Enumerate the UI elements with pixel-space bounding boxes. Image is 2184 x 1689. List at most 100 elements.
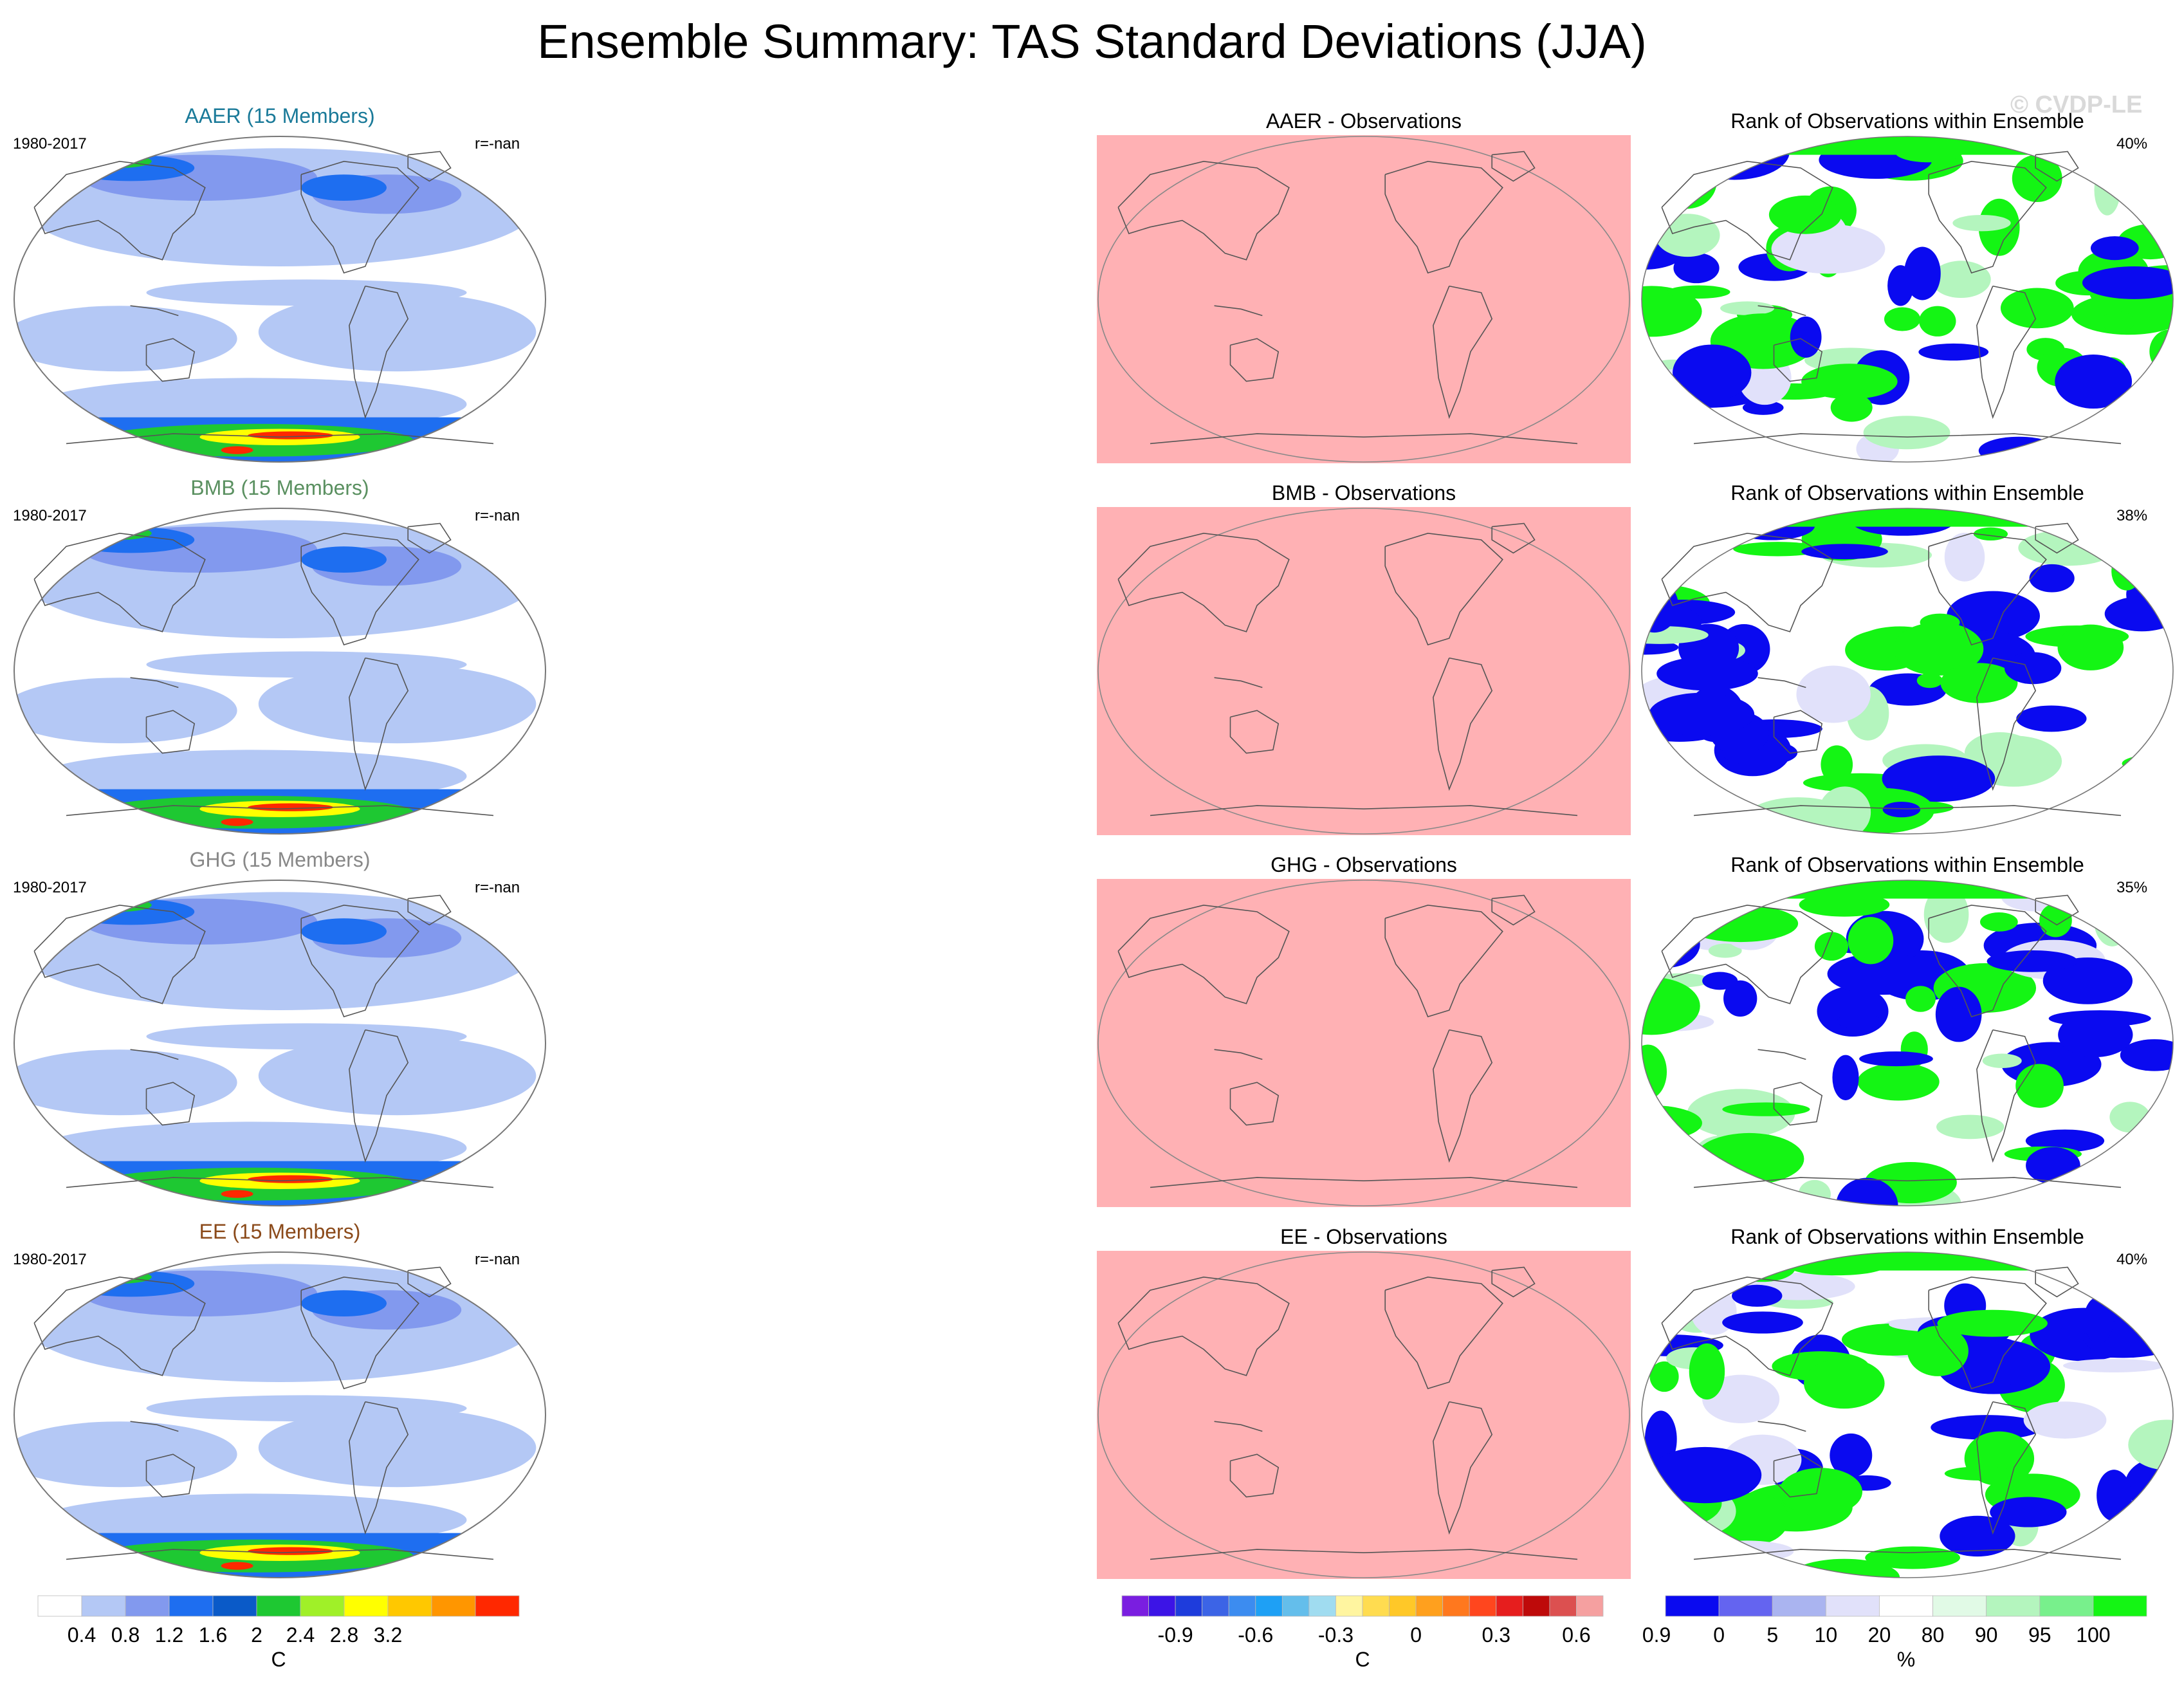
rank-region <box>1827 953 1939 995</box>
rank-region <box>1863 416 1950 450</box>
difference-panel-title: GHG - Observations <box>1271 853 1457 876</box>
rank-region <box>1830 393 1873 422</box>
rank-region <box>1848 917 1894 964</box>
stddev-region <box>66 154 195 181</box>
colorbar-swatch <box>1362 1595 1390 1617</box>
colorbar-swatch <box>1496 1595 1523 1617</box>
stddev-region <box>14 1049 237 1116</box>
colorbar-unit-label: % <box>1897 1648 1915 1671</box>
colorbar-swatch <box>1335 1595 1363 1617</box>
rank-region <box>2062 1359 2165 1372</box>
stddev-region <box>146 1395 467 1422</box>
rank-region <box>2128 1419 2173 1470</box>
stddev-map <box>14 508 546 835</box>
colorbar-tick-label: -0.3 <box>1318 1623 1354 1647</box>
rank-region <box>1642 625 1709 644</box>
rank-map <box>1641 136 2174 463</box>
colorbar-tick-label: 20 <box>1868 1623 1891 1647</box>
rank-region <box>1978 436 2060 462</box>
colorbar-tick-label: 0.4 <box>68 1623 96 1647</box>
ensemble-panel-title: BMB (15 Members) <box>190 476 369 499</box>
colorbar-tick-label: 100 <box>2076 1623 2110 1647</box>
rank-region <box>1973 527 2008 540</box>
rank-region <box>1768 195 1842 234</box>
stddev-region <box>14 678 237 744</box>
difference-map <box>1097 135 1631 463</box>
rank-region <box>1935 986 1982 1042</box>
rank-region <box>2097 1470 2132 1522</box>
rank-region <box>1642 815 1720 834</box>
rank-region <box>1907 1325 1968 1376</box>
stddev-region <box>258 1408 537 1488</box>
rank-region <box>2111 552 2142 591</box>
rank-region <box>2057 624 2124 670</box>
rank-region <box>2101 311 2135 332</box>
colorbar-swatch <box>475 1595 520 1617</box>
rank-panel-title: Rank of Observations within Ensemble <box>1730 109 2084 133</box>
colorbar-tick-label: 0.8 <box>111 1623 140 1647</box>
rank-region <box>1990 1497 2067 1527</box>
rank-region <box>1722 1311 1803 1334</box>
rank-region <box>2084 1297 2114 1343</box>
colorbar-swatch <box>1665 1595 1720 1617</box>
stddev-region <box>221 818 253 826</box>
stddev-region <box>301 174 387 201</box>
stddev-region <box>14 306 237 372</box>
rank-region <box>1819 786 1871 834</box>
colorbar-swatch <box>431 1595 476 1617</box>
rank-map <box>1641 1251 2174 1578</box>
rank-region <box>2097 903 2136 919</box>
rank-region <box>1708 943 1742 958</box>
pattern-correlation-label: r=-nan <box>475 1251 520 1268</box>
rank-region <box>1649 1361 1679 1392</box>
colorbar-swatch <box>300 1595 345 1617</box>
colorbar-swatch <box>1308 1595 1336 1617</box>
stddev-region <box>301 918 387 945</box>
rank-region <box>1649 692 1755 736</box>
rank-region <box>1882 801 1921 818</box>
rank-region <box>1694 1132 1804 1185</box>
rank-percent-label: 40% <box>2116 135 2148 152</box>
rank-region <box>1642 579 1679 633</box>
rank-region <box>1732 1284 1783 1307</box>
rank-region <box>1798 1179 1831 1206</box>
rank-region <box>2071 293 2173 335</box>
rank-region <box>2106 416 2173 462</box>
rank-region <box>2060 1560 2131 1575</box>
colorbar-unit-label: C <box>1355 1648 1370 1671</box>
rank-region <box>1964 732 2036 775</box>
colorbar-swatch <box>37 1595 82 1617</box>
colorbar-swatch <box>1148 1595 1176 1617</box>
colorbar-tick-label: 2 <box>251 1623 262 1647</box>
rank-region <box>1916 673 1943 688</box>
colorbar-tick-label: 0.6 <box>1562 1623 1590 1647</box>
colorbar-swatch <box>212 1595 257 1617</box>
colorbar-swatch <box>1389 1595 1417 1617</box>
rank-region <box>2094 164 2120 216</box>
rank-region <box>2015 1064 2064 1108</box>
colorbar-swatch <box>81 1595 126 1617</box>
colorbar-swatch <box>125 1595 170 1617</box>
ensemble-panel-title: EE (15 Members) <box>199 1220 361 1243</box>
rank-region <box>2039 903 2072 937</box>
rank-region <box>1947 591 2041 641</box>
colorbar-swatch <box>1121 1595 1149 1617</box>
rank-region <box>1814 932 1849 961</box>
rank-region <box>2012 154 2062 203</box>
colorbar-swatch <box>344 1595 389 1617</box>
stddev-map <box>14 1251 546 1578</box>
rank-region <box>1832 1055 1859 1100</box>
rank-region <box>1940 663 2018 703</box>
stddev-region <box>221 1562 253 1570</box>
rank-region <box>1905 986 1936 1012</box>
colorbar-swatch <box>387 1595 432 1617</box>
rank-colorbar: 0 5 10 20 80 90 95 100% <box>1665 1595 2147 1671</box>
rank-region <box>1940 1515 2015 1557</box>
colorbar-tick-label: 95 <box>2028 1623 2051 1647</box>
stddev-region <box>248 803 333 811</box>
colorbar-swatch <box>1202 1595 1229 1617</box>
stddev-region <box>221 1190 253 1198</box>
colorbar-tick-label: 0.3 <box>1482 1623 1510 1647</box>
rank-region <box>1918 343 1989 361</box>
rank-region <box>1779 1468 1863 1516</box>
